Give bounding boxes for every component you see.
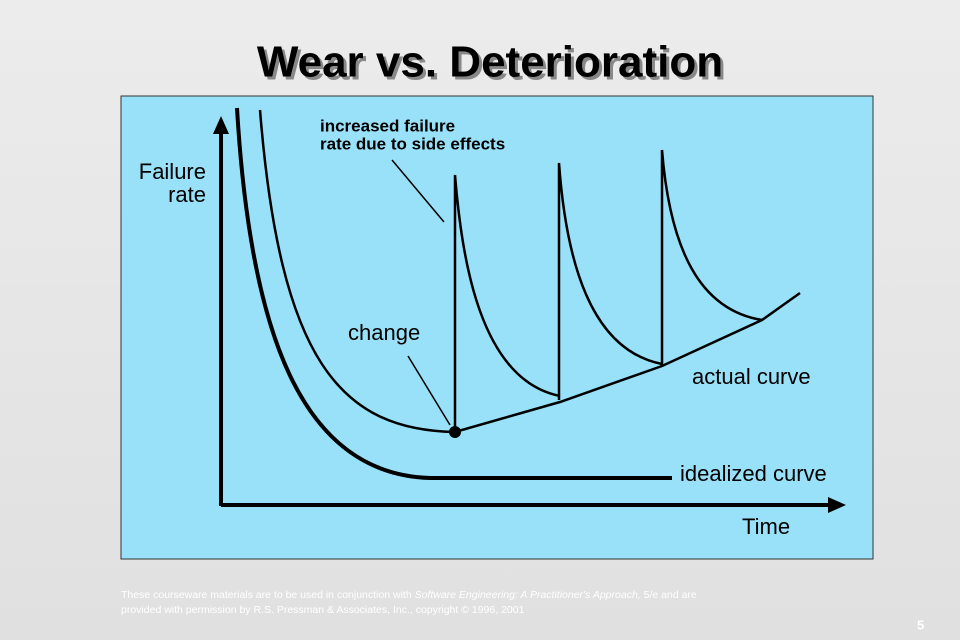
footer-text: These courseware materials are to be use… [121, 589, 415, 601]
idealized-curve [235, 107, 672, 480]
footer-notice: provided with permission by R.S. Pressma… [121, 604, 525, 616]
spike [660, 149, 763, 366]
y-axis-arrow [213, 116, 229, 134]
page-number: 5 [917, 617, 924, 632]
y-axis-label: Failure [139, 159, 206, 184]
annotation: rate due to side effects [320, 134, 505, 153]
title: Wear vs. Deterioration [257, 38, 723, 87]
footer-notice: These courseware materials are to be use… [121, 589, 697, 601]
y-axis-label: rate [168, 182, 206, 207]
x-axis-arrow [828, 497, 846, 513]
x-axis-label: Time [742, 514, 790, 539]
title-shadow: Wear vs. Deterioration [260, 41, 726, 90]
curve-label: actual curve [692, 364, 811, 389]
spike [453, 174, 561, 432]
pointer-line [391, 159, 445, 223]
annotation: increased failure [320, 116, 455, 135]
annotation: change [348, 320, 420, 345]
change-point [449, 426, 461, 438]
diagram-panel [120, 95, 874, 560]
spike [557, 162, 663, 400]
footer-text: 5/e and are [641, 589, 697, 601]
pointer-line [407, 355, 451, 426]
footer-text: Software Engineering: A Practitioner's A… [415, 589, 641, 601]
curve-label: idealized curve [680, 461, 827, 486]
